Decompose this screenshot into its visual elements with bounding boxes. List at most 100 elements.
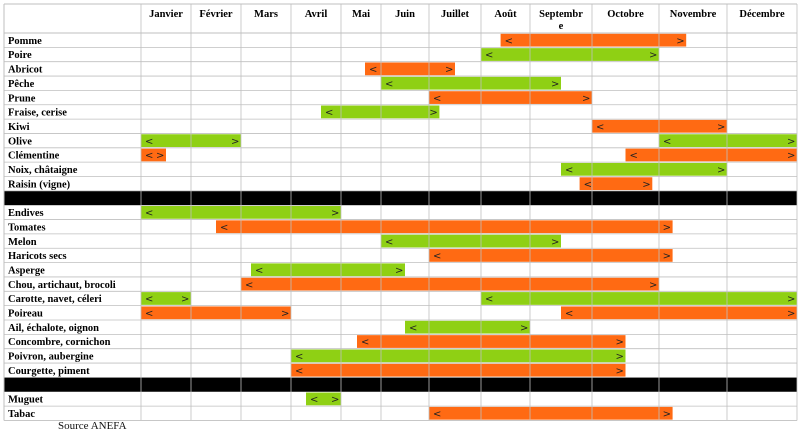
bar-end-arrow-icon: > [331, 395, 339, 406]
bar-end-arrow-icon: > [551, 237, 559, 248]
bar-start-arrow-icon: < [485, 294, 493, 305]
row-label-1-11: Courgette, piment [8, 366, 90, 377]
bar-start-arrow-icon: < [663, 136, 671, 147]
month-header-10: Novembre [670, 9, 717, 20]
bar-start-arrow-icon: < [433, 409, 441, 420]
bar-end-arrow-icon: > [445, 65, 453, 76]
bar-start-arrow-icon: < [369, 65, 377, 76]
month-header-9: Octobre [607, 9, 644, 20]
row-label-0-3: Pêche [8, 79, 35, 90]
row-label-1-7: Poireau [8, 309, 43, 320]
bar-start-arrow-icon: < [385, 237, 393, 248]
row-label-0-5: Fraise, cerise [8, 108, 67, 119]
bar-start-arrow-icon: < [433, 93, 441, 104]
row-label-0-6: Kiwi [8, 122, 30, 133]
bar-start-arrow-icon: < [145, 208, 153, 219]
bar-end-arrow-icon: > [181, 294, 189, 305]
row-label-1-6: Carotte, navet, céleri [8, 294, 102, 305]
row-label-0-2: Abricot [8, 65, 43, 76]
month-header-2: Mars [254, 9, 278, 20]
bar-start-arrow-icon: < [145, 151, 153, 162]
row-label-0-7: Olive [8, 136, 32, 147]
bar-1-9-0 [357, 335, 626, 348]
bar-0-8-0 [141, 148, 166, 162]
bar-start-arrow-icon: < [361, 337, 369, 348]
bar-end-arrow-icon: > [616, 366, 624, 377]
group-separator-0 [4, 190, 797, 206]
row-label-0-8: Clémentine [8, 151, 60, 162]
bar-start-arrow-icon: < [145, 136, 153, 147]
row-label-1-5: Chou, artichaut, brocoli [8, 280, 116, 291]
bar-end-arrow-icon: > [787, 151, 795, 162]
month-header-1: Février [199, 9, 233, 20]
bar-start-arrow-icon: < [584, 179, 592, 190]
row-label-0-0: Pomme [8, 36, 42, 47]
bar-start-arrow-icon: < [145, 309, 153, 320]
source-note: Source ANEFA [58, 420, 127, 432]
bar-end-arrow-icon: > [331, 208, 339, 219]
bar-0-3-0 [381, 76, 561, 90]
bar-1-6-0 [141, 292, 191, 305]
bar-2-1-0 [429, 406, 673, 420]
bar-end-arrow-icon: > [281, 309, 289, 320]
bar-1-1-0 [216, 220, 673, 234]
bar-end-arrow-icon: > [663, 222, 671, 233]
bar-end-arrow-icon: > [717, 165, 725, 176]
bar-start-arrow-icon: < [220, 222, 228, 233]
bar-0-0-0 [500, 33, 687, 47]
bar-end-arrow-icon: > [616, 337, 624, 348]
bar-end-arrow-icon: > [551, 79, 559, 90]
bar-1-2-0 [381, 234, 561, 248]
bar-end-arrow-icon: > [787, 294, 795, 305]
row-label-1-4: Asperge [8, 265, 45, 276]
bar-end-arrow-icon: > [156, 151, 164, 162]
bar-start-arrow-icon: < [295, 352, 303, 363]
bar-0-9-0 [561, 162, 727, 176]
bar-end-arrow-icon: > [520, 323, 528, 334]
month-header-7: Août [494, 9, 517, 20]
row-label-1-2: Melon [8, 237, 37, 248]
bar-end-arrow-icon: > [717, 122, 725, 133]
row-label-1-3: Haricots secs [8, 251, 67, 262]
row-label-0-1: Poire [8, 50, 32, 61]
month-header-6: Juillet [441, 9, 470, 20]
bar-1-11-0 [291, 363, 626, 377]
bar-end-arrow-icon: > [642, 179, 650, 190]
bar-end-arrow-icon: > [663, 251, 671, 262]
bar-0-7-1 [659, 134, 797, 147]
bar-start-arrow-icon: < [596, 122, 604, 133]
row-label-2-0: Muguet [8, 395, 44, 406]
bar-0-5-0 [321, 105, 440, 119]
bar-1-7-0 [141, 306, 291, 320]
row-label-1-0: Endives [8, 208, 44, 219]
bar-start-arrow-icon: < [565, 165, 573, 176]
bar-end-arrow-icon: > [649, 280, 657, 291]
bar-2-0-0 [306, 392, 341, 406]
bar-end-arrow-icon: > [616, 352, 624, 363]
bar-start-arrow-icon: < [145, 294, 153, 305]
month-header-5: Juin [395, 9, 415, 20]
bar-start-arrow-icon: < [505, 36, 513, 47]
group-separator-1 [4, 377, 797, 392]
bar-1-6-1 [481, 292, 797, 305]
bar-start-arrow-icon: < [433, 251, 441, 262]
bar-1-5-0 [241, 277, 659, 291]
row-label-1-9: Concombre, cornichon [8, 337, 111, 348]
bar-start-arrow-icon: < [295, 366, 303, 377]
row-label-1-10: Poivron, aubergine [8, 352, 94, 363]
row-label-1-1: Tomates [8, 222, 46, 233]
row-label-0-10: Raisin (vigne) [8, 179, 71, 190]
bar-start-arrow-icon: < [409, 323, 417, 334]
bar-end-arrow-icon: > [649, 50, 657, 61]
bar-1-4-0 [251, 263, 405, 277]
row-label-0-4: Prune [8, 93, 36, 104]
bar-start-arrow-icon: < [245, 280, 253, 291]
bar-start-arrow-icon: < [385, 79, 393, 90]
bar-0-6-0 [592, 119, 727, 133]
bar-1-7-1 [561, 306, 797, 320]
bar-end-arrow-icon: > [395, 265, 403, 276]
bar-start-arrow-icon: < [630, 151, 638, 162]
row-label-1-8: Ail, échalote, oignon [8, 323, 99, 334]
bar-1-8-0 [405, 320, 530, 334]
